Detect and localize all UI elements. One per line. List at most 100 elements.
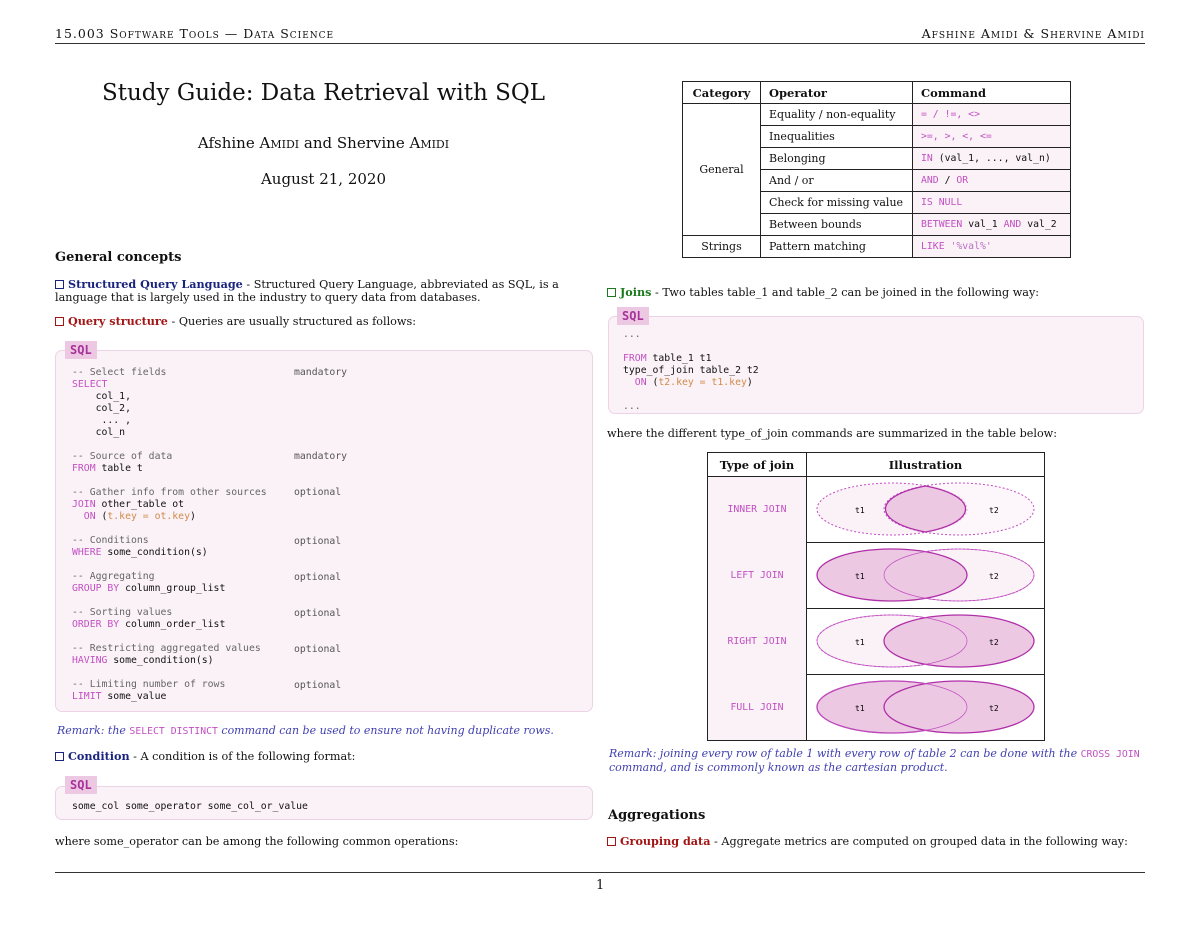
join-name: LEFT JOIN: [707, 542, 807, 609]
table-row-inner-join: INNER JOIN t1 t2: [707, 476, 1045, 543]
command-cell: = / !=, <>: [912, 103, 1071, 126]
svg-text:t1: t1: [855, 506, 865, 515]
sql-tag: SQL: [65, 776, 97, 794]
full-join-venn-icon: t1 t2: [806, 674, 1045, 741]
condition-code: some_col some_operator some_col_or_value: [72, 801, 308, 812]
table-row: General Equality / non-equality = / !=, …: [682, 103, 1071, 236]
page-number: 1: [596, 878, 605, 893]
svg-text:t2: t2: [989, 506, 999, 515]
inner-join-venn-icon: t1 t2: [806, 476, 1045, 543]
operator-cell: Between bounds: [760, 213, 913, 236]
sql-tag: SQL: [65, 341, 97, 359]
operator-cell: And / or: [760, 169, 913, 192]
query-structure-term: Query structure: [55, 314, 168, 328]
header-type-of-join: Type of join: [707, 452, 807, 477]
joins-code-block: [608, 316, 1144, 414]
annotation-optional: optional: [294, 536, 342, 547]
authors-line: Afshine Amidi and Shervine Amidi: [55, 134, 592, 152]
command-cell: BETWEEN val_1 AND val_2: [912, 213, 1071, 236]
command-cell: IN (val_1, ..., val_n): [912, 147, 1071, 170]
svg-text:t2: t2: [989, 704, 999, 713]
operator-cell: Pattern matching: [760, 235, 913, 258]
checkbox-square-icon: [607, 288, 616, 297]
svg-text:t2: t2: [989, 572, 999, 581]
sql-definition: Structured Query Language - Structured Q…: [55, 278, 595, 304]
command-cell: LIKE '%val%': [912, 235, 1071, 258]
operator-cell: Check for missing value: [760, 191, 913, 214]
annotation-mandatory: mandatory: [294, 451, 348, 462]
header-illustration: Illustration: [806, 452, 1045, 477]
table-row-full-join: FULL JOIN t1 t2: [707, 674, 1045, 741]
category-strings: Strings: [682, 235, 761, 258]
joins-term: Joins: [607, 285, 651, 299]
table-header-row: Category Operator Command: [682, 81, 1071, 104]
operator-cell: Belonging: [760, 147, 913, 170]
query-structure-body: - Queries are usually structured as foll…: [167, 315, 416, 328]
join-name: RIGHT JOIN: [707, 608, 807, 675]
annotation-mandatory: mandatory: [294, 367, 348, 378]
grouping-body: - Aggregate metrics are computed on grou…: [710, 835, 1128, 848]
operator-cell: Inequalities: [760, 125, 913, 148]
svg-text:t1: t1: [855, 704, 865, 713]
author2-last: Amidi: [409, 134, 450, 152]
title-block: Study Guide: Data Retrieval with SQL Afs…: [55, 80, 592, 188]
document-date: August 21, 2020: [260, 170, 387, 188]
checkbox-square-icon: [55, 752, 64, 761]
table-row-left-join: LEFT JOIN t1 t2: [707, 542, 1045, 609]
and-word: and: [303, 134, 333, 152]
joins-intro: Joins - Two tables table_1 and table_2 c…: [607, 286, 1147, 299]
annotation-optional: optional: [294, 487, 342, 498]
sql-term: Structured Query Language: [55, 277, 243, 291]
annotation-optional: optional: [294, 644, 342, 655]
sql-tag: SQL: [617, 307, 649, 325]
annotation-optional: optional: [294, 608, 342, 619]
joins-code: ... FROM table_1 t1 type_of_join table_2…: [623, 329, 759, 412]
author2-first: Shervine: [336, 134, 405, 152]
header-category: Category: [682, 81, 761, 104]
query-structure-intro: Query structure - Queries are usually st…: [55, 315, 595, 328]
condition-intro: Condition - A condition is of the follow…: [55, 750, 595, 763]
table-row: Check for missing value IS NULL: [683, 191, 1071, 214]
header-command: Command: [912, 81, 1071, 104]
remark-select-distinct: Remark: the SELECT DISTINCT command can …: [57, 724, 554, 737]
footer-rule: [55, 872, 1145, 873]
course-title: 15.003 Software Tools — Data Science: [55, 26, 335, 41]
query-structure-code-block: [55, 350, 593, 712]
category-general: General: [682, 103, 761, 236]
grouping-term: Grouping data: [607, 834, 710, 848]
document-title: Study Guide: Data Retrieval with SQL: [102, 80, 545, 106]
condition-term: Condition: [55, 749, 130, 763]
condition-body: - A condition is of the following format…: [129, 750, 356, 763]
command-cell: AND / OR: [912, 169, 1071, 192]
checkbox-square-icon: [55, 317, 64, 326]
svg-text:t2: t2: [989, 638, 999, 647]
table-row: Strings Pattern matching LIKE '%val%': [682, 235, 1071, 258]
joins-after-text: where the different type_of_join command…: [607, 427, 1058, 440]
join-name: FULL JOIN: [707, 674, 807, 741]
command-cell: >=, >, <, <=: [912, 125, 1071, 148]
table-row-right-join: RIGHT JOIN t1 t2: [707, 608, 1045, 675]
left-join-venn-icon: t1 t2: [806, 542, 1045, 609]
checkbox-square-icon: [607, 837, 616, 846]
section-aggregations: Aggregations: [608, 808, 706, 823]
annotation-optional: optional: [294, 680, 342, 691]
section-general-concepts: General concepts: [55, 250, 182, 265]
sql-definition-body: - Structured Query Language, abbreviated…: [55, 278, 559, 304]
condition-after-text: where some_operator can be among the fol…: [55, 835, 459, 848]
grouping-data-intro: Grouping data - Aggregate metrics are co…: [607, 835, 1152, 848]
operators-table: Category Operator Command General Equali…: [682, 81, 1071, 258]
svg-text:t1: t1: [855, 638, 865, 647]
join-name: INNER JOIN: [707, 476, 807, 543]
header-operator: Operator: [760, 81, 913, 104]
table-row: Between bounds BETWEEN val_1 AND val_2: [683, 213, 1071, 236]
condition-code-block: [55, 786, 593, 820]
join-types-table: Type of join Illustration INNER JOIN t1 …: [707, 452, 1045, 741]
header-authors: Afshine Amidi & Shervine Amidi: [921, 26, 1145, 41]
right-join-venn-icon: t1 t2: [806, 608, 1045, 675]
page-header: 15.003 Software Tools — Data Science Afs…: [55, 24, 1145, 44]
checkbox-square-icon: [55, 280, 64, 289]
operator-cell: Equality / non-equality: [760, 103, 913, 126]
table-header-row: Type of join Illustration: [707, 452, 1045, 477]
annotation-optional: optional: [294, 572, 342, 583]
command-cell: IS NULL: [912, 191, 1071, 214]
